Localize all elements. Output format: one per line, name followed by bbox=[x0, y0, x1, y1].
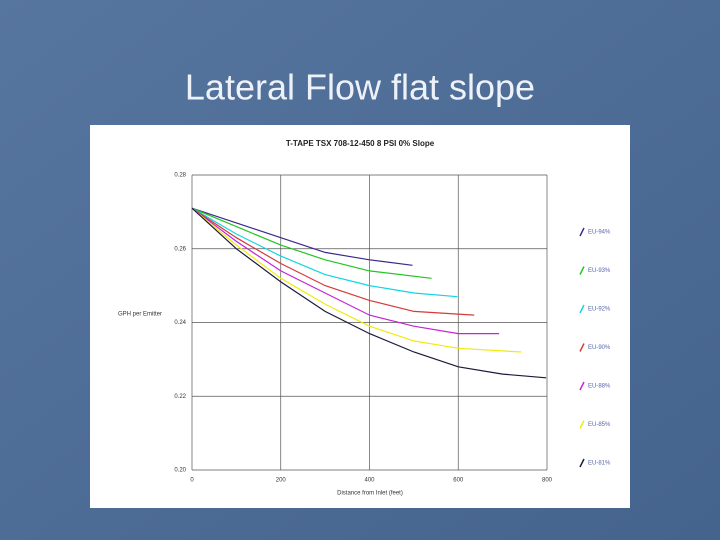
legend-swatch bbox=[579, 420, 585, 429]
y-tick-label: 0.26 bbox=[174, 246, 186, 252]
x-tick-label: 800 bbox=[542, 478, 553, 484]
x-tick-label: 600 bbox=[453, 478, 464, 484]
legend-label: EU-94% bbox=[588, 230, 611, 236]
legend-label: EU-81% bbox=[588, 461, 611, 467]
chart-area bbox=[90, 125, 630, 508]
x-tick-label: 400 bbox=[364, 478, 375, 484]
series-line bbox=[191, 207, 547, 379]
series-line bbox=[191, 207, 413, 266]
y-tick-label: 0.22 bbox=[174, 394, 186, 400]
y-tick-label: 0.20 bbox=[174, 468, 186, 474]
legend-swatch bbox=[579, 266, 585, 275]
legend-label: EU-85% bbox=[588, 422, 611, 428]
chart-title: T-TAPE TSX 708-12-450 8 PSI 0% Slope bbox=[286, 139, 435, 148]
y-axis-label: GPH per Emitter bbox=[118, 312, 162, 318]
legend-swatch bbox=[579, 458, 585, 468]
legend-label: EU-88% bbox=[588, 384, 611, 390]
legend-swatch bbox=[579, 304, 585, 314]
series-line bbox=[191, 207, 458, 298]
legend-label: EU-92% bbox=[588, 307, 611, 313]
series-line bbox=[191, 207, 522, 353]
series-line bbox=[191, 207, 500, 335]
legend-label: EU-93% bbox=[588, 268, 611, 274]
series-line bbox=[191, 207, 432, 279]
x-axis-label: Distance from Inlet (feet) bbox=[337, 491, 403, 497]
legend-swatch bbox=[579, 227, 585, 237]
x-tick-label: 200 bbox=[276, 478, 287, 484]
series-line bbox=[191, 207, 475, 316]
legend-swatch bbox=[579, 343, 585, 352]
legend-label: EU-90% bbox=[588, 345, 611, 351]
legend-swatch bbox=[579, 381, 585, 391]
slide-title: Lateral Flow flat slope bbox=[185, 67, 535, 108]
y-tick-label: 0.28 bbox=[174, 173, 186, 179]
y-tick-label: 0.24 bbox=[174, 320, 186, 326]
x-tick-label: 0 bbox=[190, 478, 194, 484]
